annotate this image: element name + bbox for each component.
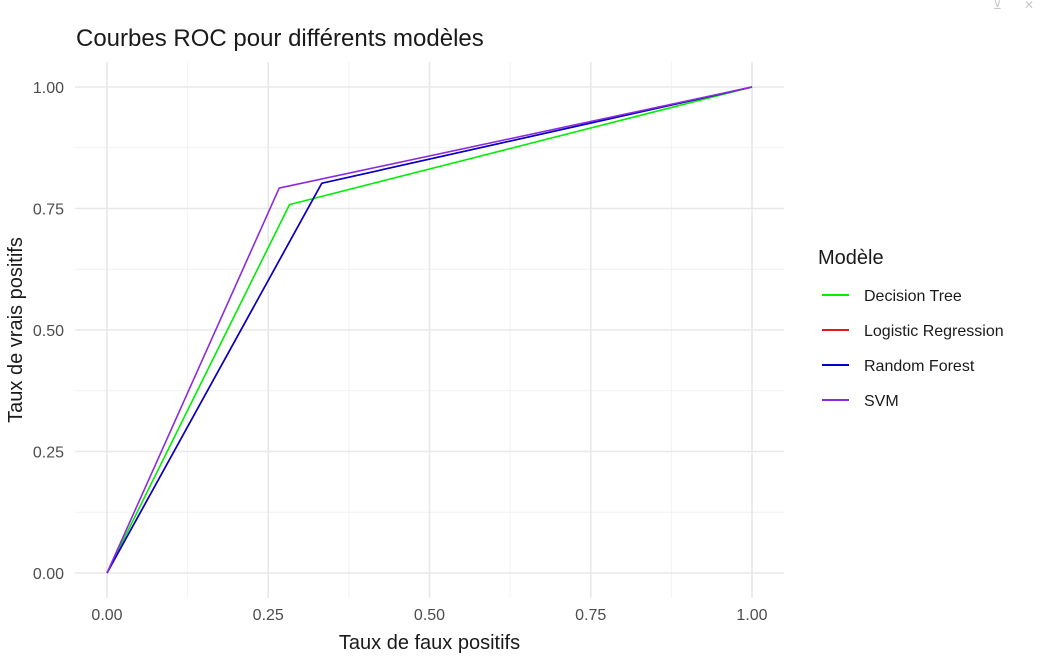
grid bbox=[75, 62, 784, 598]
x-axis-label: Taux de faux positifs bbox=[339, 632, 520, 654]
legend-label-svm: SVM bbox=[864, 393, 899, 410]
x-tick-label: 0.00 bbox=[91, 607, 122, 624]
y-tick-label: 1.00 bbox=[33, 80, 64, 97]
chart-title: Courbes ROC pour différents modèles bbox=[76, 25, 484, 52]
x-tick-label: 0.50 bbox=[414, 607, 445, 624]
legend-label-random-forest: Random Forest bbox=[864, 358, 975, 375]
minimize-icon[interactable]: ⊻ bbox=[993, 0, 1002, 12]
y-tick-label: 0.50 bbox=[33, 323, 64, 340]
window-controls: ⊻ ✕ bbox=[993, 0, 1034, 12]
legend-label-logistic-regression: Logistic Regression bbox=[864, 323, 1004, 340]
y-tick-label: 0.00 bbox=[33, 566, 64, 583]
legend-label-decision-tree: Decision Tree bbox=[864, 288, 962, 305]
close-icon[interactable]: ✕ bbox=[1023, 0, 1034, 12]
y-tick-label: 0.25 bbox=[33, 445, 64, 462]
legend: Decision Tree Logistic Regression Random F… bbox=[822, 288, 1004, 410]
roc-line-svm bbox=[106, 86, 753, 574]
x-tick-label: 0.75 bbox=[575, 607, 606, 624]
y-axis-label: Taux de vrais positifs bbox=[5, 237, 27, 423]
tick-labels: 0.00 0.25 0.50 0.75 1.00 0.00 0.25 0.50 0.75 1.00 bbox=[33, 80, 768, 624]
series-lines bbox=[106, 86, 753, 574]
x-tick-label: 0.25 bbox=[253, 607, 284, 624]
roc-line-random-forest bbox=[106, 86, 753, 574]
roc-line-decision-tree bbox=[106, 86, 753, 574]
y-tick-label: 0.75 bbox=[33, 202, 64, 219]
legend-title: Modèle bbox=[818, 247, 884, 269]
x-tick-label: 1.00 bbox=[736, 607, 767, 624]
